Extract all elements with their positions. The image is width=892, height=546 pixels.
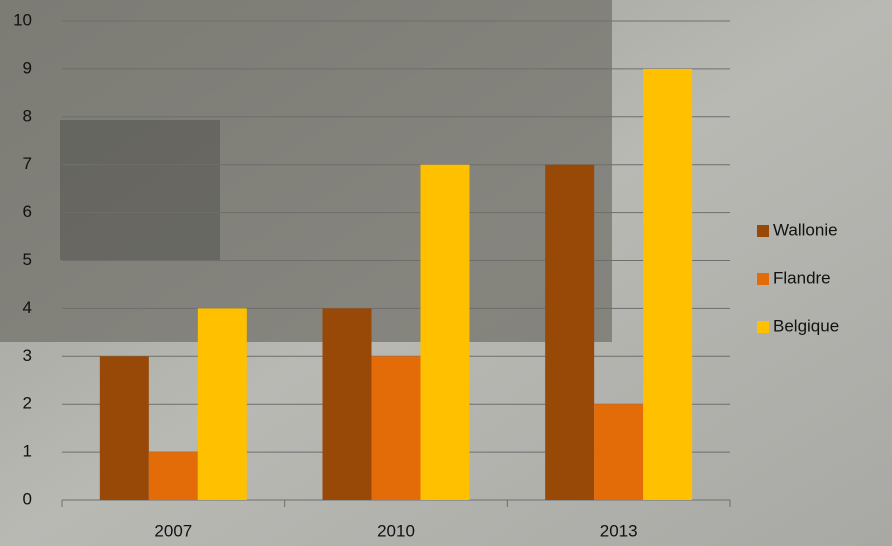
legend-swatch bbox=[757, 321, 769, 333]
bar bbox=[371, 356, 421, 500]
y-tick-label: 3 bbox=[23, 346, 32, 365]
bar bbox=[643, 68, 693, 501]
bar bbox=[322, 308, 372, 500]
y-tick-label: 9 bbox=[23, 58, 32, 77]
bar bbox=[148, 452, 198, 500]
y-tick-label: 8 bbox=[23, 106, 32, 125]
legend-label: Belgique bbox=[773, 316, 839, 335]
bar bbox=[420, 164, 470, 500]
bar bbox=[594, 404, 644, 500]
y-tick-label: 2 bbox=[23, 394, 32, 413]
y-tick-label: 4 bbox=[23, 298, 32, 317]
background-photo-detail bbox=[60, 120, 220, 260]
bar bbox=[545, 164, 595, 500]
background-photo bbox=[0, 0, 612, 342]
y-tick-label: 5 bbox=[23, 250, 32, 269]
x-tick-label: 2007 bbox=[154, 521, 192, 540]
bar bbox=[99, 356, 149, 500]
y-tick-label: 0 bbox=[23, 489, 32, 508]
legend-label: Wallonie bbox=[773, 220, 838, 239]
y-tick-label: 6 bbox=[23, 202, 32, 221]
legend-swatch bbox=[757, 273, 769, 285]
legend-swatch bbox=[757, 225, 769, 237]
legend-label: Flandre bbox=[773, 268, 831, 287]
x-tick-label: 2010 bbox=[377, 521, 415, 540]
x-tick-label: 2013 bbox=[600, 521, 638, 540]
y-tick-label: 10 bbox=[13, 10, 32, 29]
y-tick-label: 1 bbox=[23, 442, 32, 461]
y-tick-label: 7 bbox=[23, 154, 32, 173]
bar bbox=[197, 308, 247, 500]
